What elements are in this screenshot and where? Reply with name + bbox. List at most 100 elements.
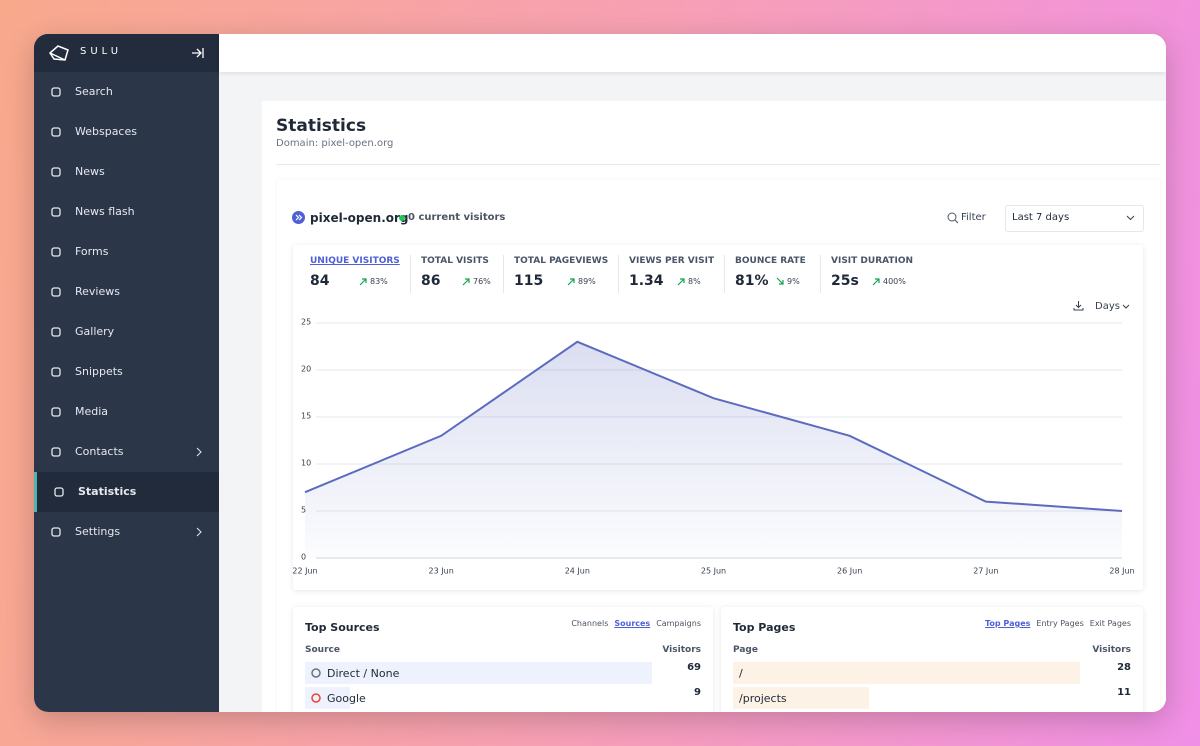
filter-icon [947,212,959,224]
page-title: Statistics [276,116,367,136]
nav-label: Webspaces [75,125,137,138]
row-bar [733,687,870,709]
download-icon[interactable] [1073,300,1084,311]
tab[interactable]: Campaigns [656,619,701,628]
trend-arrow [776,277,784,285]
row-bar [733,662,1080,684]
nav-item[interactable]: News [34,152,219,192]
line [304,340,1123,512]
nav-icon [51,167,61,177]
x-tick-label: 23 Jun [429,567,454,576]
nav-label: Reviews [75,285,120,298]
metric-label[interactable]: BOUNCE RATE [735,256,806,266]
range-select[interactable]: Last 7 days [1005,205,1144,232]
nav-label: Media [75,405,109,418]
metric-separator [503,255,504,293]
collapse-button[interactable] [191,46,205,60]
sidebar: SULU Search Webspaces News News flash Forms R… [34,34,219,712]
icon-shape [51,167,61,177]
top-sources: Top Sources Channels Sources Campaigns Sourc… [293,607,713,712]
nav-icon [54,487,64,497]
icon-shape [54,487,64,497]
arrow-path [359,278,367,286]
page-subtitle: Domain: pixel-open.org [276,138,394,149]
metric-change: 76% [473,277,491,286]
metric-label[interactable]: UNIQUE VISITORS [310,256,400,266]
site-name: pixel-open.org [310,211,409,225]
icon-shape [51,127,61,137]
nav-item[interactable]: Contacts [34,432,219,472]
nav-icon [51,207,61,217]
tab[interactable]: Top Pages [985,619,1031,628]
nav-item[interactable]: Media [34,392,219,432]
column-header: Visitors [1092,645,1131,655]
metric-value: 25s [831,273,859,289]
y-tick-label: 25 [301,318,311,327]
chevron [196,527,202,537]
nav-item[interactable]: Webspaces [34,112,219,152]
nav-icon [51,407,61,417]
range-value: Last 7 days [1012,212,1070,223]
icon-shape [51,287,61,297]
icon-shape [51,527,61,537]
nav-item[interactable]: Statistics [34,472,219,512]
nav-item[interactable]: Settings [34,512,219,552]
brand-bar: SULU [34,34,219,72]
area [305,341,1122,558]
app-window: SULU Search Webspaces News News flash Forms R… [34,34,1166,712]
arrow-path [776,277,784,285]
tab[interactable]: Exit Pages [1089,619,1131,628]
row-label: /projects [739,692,787,705]
metric-label[interactable]: TOTAL VISITS [421,256,489,266]
icon-shape [51,447,61,457]
nav-item[interactable]: Reviews [34,272,219,312]
row-label: / [739,667,743,680]
nav-item[interactable]: Search [34,72,219,112]
nav-item[interactable]: Snippets [34,352,219,392]
nav-item[interactable]: Forms [34,232,219,272]
nav-icon [51,367,61,377]
nav-label: News [75,165,105,178]
icon-shape [51,247,61,257]
nav-icon [51,447,61,457]
metric-value: 115 [514,273,544,289]
chart: 0 5 10 15 20 25 22 Jun 23 Jun 24 Jun 25 Jun 26 Jun… [293,318,1135,576]
nav-item[interactable]: Gallery [34,312,219,352]
metric-change: 9% [787,277,800,286]
metric-separator [410,255,411,293]
y-tick-label: 5 [301,506,306,515]
trend-arrow [872,278,880,286]
source-icon [311,668,321,678]
live-dot [399,215,405,221]
metric-label[interactable]: TOTAL PAGEVIEWS [514,256,609,266]
filter-button[interactable]: Filter [961,212,986,223]
nav-icon [51,87,61,97]
row-label: Direct / None [327,667,400,680]
trend-arrow [677,278,685,286]
metric-label[interactable]: VIEWS PER VISIT [629,256,715,266]
row-bar [305,687,351,709]
metric-value: 81% [735,273,769,289]
tab[interactable]: Sources [614,619,651,628]
column-header: Visitors [662,645,701,655]
nav-label: Forms [75,245,109,258]
column-header: Source [305,645,340,655]
trend-arrow [567,278,575,286]
arrow-path [677,278,685,286]
nav-item[interactable]: News flash [34,192,219,232]
interval-select[interactable]: Days [1095,301,1120,312]
metric-value: 84 [310,273,330,289]
nav-label: News flash [75,205,135,218]
tab[interactable]: Channels [571,619,609,628]
tab[interactable]: Entry Pages [1036,619,1084,628]
metric-label[interactable]: VISIT DURATION [831,256,914,266]
nav-label: Contacts [75,445,124,458]
metric-change: 8% [688,277,701,286]
top-bar [219,34,1166,72]
site-icon [292,211,305,224]
source-icon [311,693,321,703]
nav-icon [51,247,61,257]
nav-label: Snippets [75,365,123,378]
row-value: 9 [694,687,701,698]
divider [276,164,1160,165]
